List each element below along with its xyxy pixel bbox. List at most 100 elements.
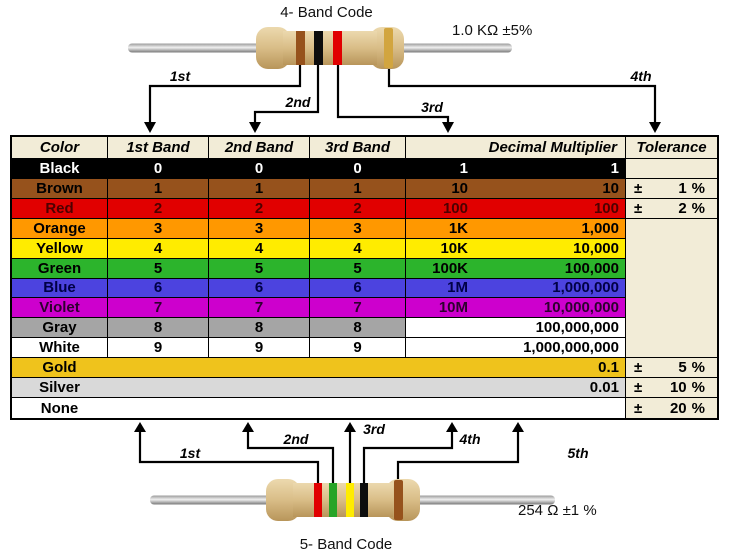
color-name: Yellow xyxy=(12,238,107,259)
top-arrow-label-2nd: 2nd xyxy=(285,94,311,110)
resistor-bands xyxy=(314,480,403,520)
resistor-body xyxy=(256,27,404,69)
plus-minus-sign: ± xyxy=(634,199,643,217)
tolerance-cell xyxy=(625,298,717,319)
multiplier-cell xyxy=(107,398,625,418)
color-name: Violet xyxy=(12,298,107,319)
band2-value: 1 xyxy=(208,178,309,199)
band3-value: 8 xyxy=(309,318,405,339)
multiplier-cell: 0.01 xyxy=(107,378,625,399)
tolerance-value: 20 xyxy=(669,399,687,417)
band1-value: 7 xyxy=(107,298,208,319)
percent-sign: % xyxy=(691,179,705,197)
band-green xyxy=(329,483,337,517)
multiplier-cell: 1,000,000,000 xyxy=(405,338,625,359)
arrowhead-down-icon xyxy=(442,122,454,133)
table-body: Black 0 0 0 1 1 Brown 1 1 1 10 10 ±1% Red 2 2 2 100 100 ±2%… xyxy=(12,159,717,418)
band2-value: 7 xyxy=(208,298,309,319)
multiplier-cell: 1M 1,000,000 xyxy=(405,278,625,299)
multiplier-value: 1,000 xyxy=(581,219,619,237)
arrowhead-down-icon xyxy=(144,122,156,133)
color-name: Orange xyxy=(12,218,107,239)
multiplier-value: 10 xyxy=(602,179,619,197)
top-arrow-label-4th: 4th xyxy=(630,68,652,84)
multiplier-prefix: 1K xyxy=(448,219,468,237)
tolerance-cell: ±5% xyxy=(625,358,717,379)
arrowhead-up-icon xyxy=(134,422,146,432)
arrow-1st-band xyxy=(138,432,320,483)
bottom-arrowheads xyxy=(134,422,524,432)
four-band-resistor-illustration: 1st 2nd 3rd 4th xyxy=(128,27,661,133)
arrow-2nd-band xyxy=(253,65,320,122)
table-row-silver: Silver 0.01 ±10% xyxy=(12,378,717,399)
tolerance-cell xyxy=(625,238,717,259)
resistor-bands xyxy=(296,28,393,68)
plus-minus-sign: ± xyxy=(634,399,643,417)
bottom-arrow-label-1st: 1st xyxy=(180,445,202,461)
band-black xyxy=(314,31,323,65)
top-arrowheads xyxy=(144,122,661,133)
band2-value: 9 xyxy=(208,338,309,359)
tolerance-cell xyxy=(625,338,717,359)
multiplier-value: 1,000,000,000 xyxy=(523,339,619,357)
table-row-yellow: Yellow 4 4 4 10K 10,000 xyxy=(12,238,717,259)
arrow-4th-band xyxy=(387,68,657,122)
band1-value: 5 xyxy=(107,258,208,279)
multiplier-cell: 100 100 xyxy=(405,198,625,219)
tolerance-cell xyxy=(625,318,717,339)
percent-sign: % xyxy=(691,379,705,397)
header-3rd-band: 3rd Band xyxy=(309,137,405,159)
color-name: Red xyxy=(12,198,107,219)
arrow-4th-band xyxy=(362,432,454,483)
color-name: White xyxy=(12,338,107,359)
color-code-table: Color 1st Band 2nd Band 3rd Band Decimal… xyxy=(10,135,719,420)
arrowhead-down-icon xyxy=(249,122,261,133)
color-name: Green xyxy=(12,258,107,279)
band2-value: 0 xyxy=(208,159,309,179)
band1-value: 9 xyxy=(107,338,208,359)
band3-value: 5 xyxy=(309,258,405,279)
color-name: Silver xyxy=(12,378,107,399)
table-row-gold: Gold 0.1 ±5% xyxy=(12,358,717,379)
multiplier-prefix: 1 xyxy=(459,159,468,177)
percent-sign: % xyxy=(691,199,705,217)
color-name: Blue xyxy=(12,278,107,299)
band2-value: 8 xyxy=(208,318,309,339)
multiplier-cell: 0.1 xyxy=(107,358,625,379)
multiplier-cell: 100K 100,000 xyxy=(405,258,625,279)
band1-value: 3 xyxy=(107,218,208,239)
band-brown xyxy=(296,31,305,65)
multiplier-value: 100,000,000 xyxy=(535,319,619,337)
table-row-violet: Violet 7 7 7 10M 10,000,000 xyxy=(12,298,717,319)
color-name: Gray xyxy=(12,318,107,339)
multiplier-prefix: 10 xyxy=(451,179,468,197)
header-2nd-band: 2nd Band xyxy=(208,137,309,159)
multiplier-value: 100,000 xyxy=(564,259,619,277)
four-band-resistor-value: 1.0 KΩ ±5% xyxy=(452,22,533,39)
arrow-1st-band xyxy=(148,65,302,122)
arrow-5th-band xyxy=(396,432,520,480)
header-decimal-multiplier: Decimal Multiplier xyxy=(405,137,625,159)
tolerance-value: 5 xyxy=(678,359,687,377)
table-row-red: Red 2 2 2 100 100 ±2% xyxy=(12,198,717,219)
band3-value: 4 xyxy=(309,238,405,259)
plus-minus-sign: ± xyxy=(634,379,643,397)
band3-value: 1 xyxy=(309,178,405,199)
tolerance-cell xyxy=(625,258,717,279)
color-name: None xyxy=(12,398,107,418)
table-row-blue: Blue 6 6 6 1M 1,000,000 xyxy=(12,278,717,299)
band-red xyxy=(333,31,342,65)
tolerance-cell: ±20% xyxy=(625,398,717,418)
band3-value: 2 xyxy=(309,198,405,219)
tolerance-cell xyxy=(625,218,717,239)
table-row-black: Black 0 0 0 1 1 xyxy=(12,159,717,179)
tolerance-cell: ±10% xyxy=(625,378,717,399)
band2-value: 5 xyxy=(208,258,309,279)
multiplier-value: 1,000,000 xyxy=(552,279,619,297)
multiplier-value: 1 xyxy=(610,159,619,177)
band1-value: 6 xyxy=(107,278,208,299)
multiplier-cell: 10 10 xyxy=(405,178,625,199)
band-brown xyxy=(394,480,403,520)
